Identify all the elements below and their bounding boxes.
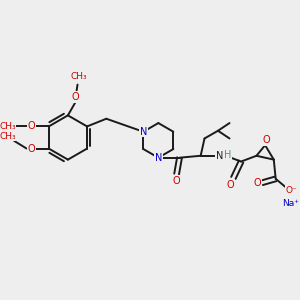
Text: N: N	[140, 127, 147, 137]
Text: H: H	[224, 150, 231, 160]
Text: N: N	[155, 153, 162, 163]
Text: N: N	[216, 151, 224, 161]
Text: O: O	[28, 122, 35, 131]
Text: CH₃: CH₃	[0, 122, 16, 131]
Text: O: O	[227, 180, 234, 190]
Text: CH₃: CH₃	[0, 132, 16, 141]
Text: O: O	[173, 176, 180, 186]
Text: CH₃: CH₃	[70, 72, 87, 81]
Text: Na⁺: Na⁺	[283, 200, 300, 208]
Text: O: O	[72, 92, 80, 102]
Text: O: O	[28, 144, 35, 154]
Text: O⁻: O⁻	[285, 186, 297, 195]
Text: O: O	[254, 178, 261, 188]
Text: O: O	[262, 135, 270, 146]
